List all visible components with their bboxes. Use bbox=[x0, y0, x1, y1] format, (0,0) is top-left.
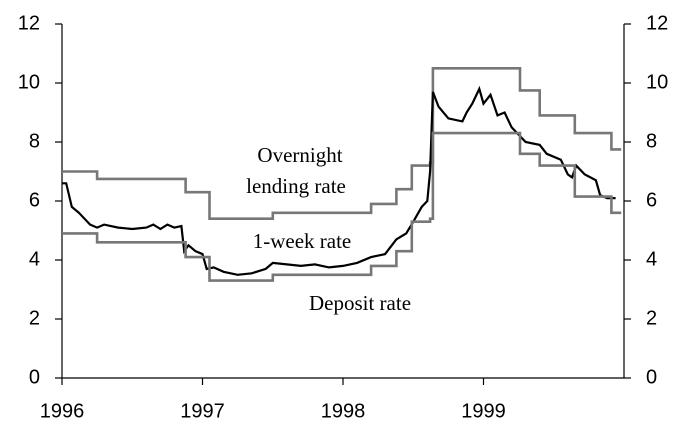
line bbox=[62, 85, 616, 276]
y-tick-label: 2 bbox=[29, 307, 40, 329]
y2-tick-label: 10 bbox=[646, 71, 668, 93]
y2-tick-label: 8 bbox=[646, 130, 657, 152]
x-tick-label: 1999 bbox=[461, 400, 506, 422]
x-tick-label: 1997 bbox=[180, 400, 225, 422]
annotation: Overnight bbox=[257, 143, 342, 167]
y-tick-label: 8 bbox=[29, 130, 40, 152]
annotation: lending rate bbox=[246, 174, 346, 198]
y-tick-label: 12 bbox=[18, 12, 40, 34]
y2-tick-label: 2 bbox=[646, 307, 657, 329]
line bbox=[62, 131, 622, 282]
y-tick-label: 10 bbox=[18, 71, 40, 93]
y2-tick-label: 0 bbox=[646, 366, 657, 388]
y-tick-label: 6 bbox=[29, 189, 40, 211]
y-tick-label: 4 bbox=[29, 248, 40, 270]
y2-tick-label: 6 bbox=[646, 189, 657, 211]
y2-tick-label: 4 bbox=[646, 248, 657, 270]
annotation: Deposit rate bbox=[309, 291, 411, 315]
y-tick-label: 0 bbox=[29, 366, 40, 388]
annotation: 1-week rate bbox=[253, 229, 352, 253]
x-tick-label: 1996 bbox=[40, 400, 85, 422]
line bbox=[62, 67, 622, 220]
y2-tick-label: 12 bbox=[646, 12, 668, 34]
x-tick-label: 1998 bbox=[321, 400, 366, 422]
